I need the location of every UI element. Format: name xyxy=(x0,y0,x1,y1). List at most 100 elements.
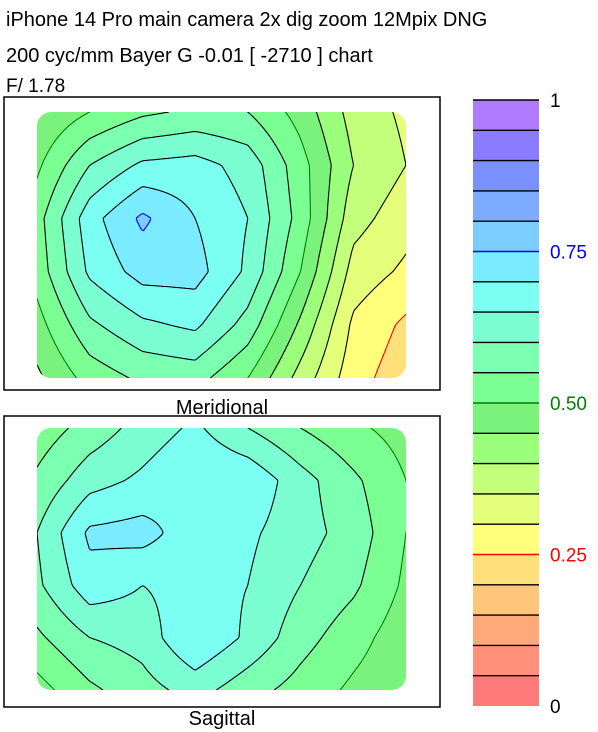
contour-cell xyxy=(205,130,209,134)
contour-cell xyxy=(322,139,326,143)
contour-cell xyxy=(49,232,53,236)
contour-cell xyxy=(295,208,299,212)
contour-cell xyxy=(235,205,239,209)
contour-cell xyxy=(109,160,113,164)
contour-cell xyxy=(103,187,107,191)
contour-cell xyxy=(349,133,353,137)
contour-cell xyxy=(118,127,122,131)
contour-cell xyxy=(358,205,362,209)
contour-cell xyxy=(304,187,308,191)
contour-cell xyxy=(352,205,356,209)
contour-cell xyxy=(277,133,281,137)
contour-cell xyxy=(358,172,362,176)
contour-cell xyxy=(115,121,119,125)
contour-cell xyxy=(106,178,110,182)
contour-cell xyxy=(358,184,362,188)
contour-cell xyxy=(76,205,80,209)
contour-cell xyxy=(193,127,197,131)
contour-cell xyxy=(49,190,53,194)
contour-cell xyxy=(241,184,245,188)
contour-cell xyxy=(259,190,263,194)
contour-cell xyxy=(64,214,68,218)
contour-cell xyxy=(343,193,347,197)
contour-cell xyxy=(355,202,359,206)
contour-cell xyxy=(187,163,191,167)
contour-cell xyxy=(205,229,209,233)
contour-cell xyxy=(145,187,149,191)
contour-cell xyxy=(289,193,293,197)
contour-cell xyxy=(268,208,272,212)
contour-cell xyxy=(229,172,233,176)
contour-cell xyxy=(331,133,335,137)
contour-cell xyxy=(271,136,275,140)
contour-cell xyxy=(358,214,362,218)
contour-cell xyxy=(277,226,281,230)
contour-cell xyxy=(262,157,266,161)
contour-cell xyxy=(142,178,146,182)
contour-cell xyxy=(400,127,404,131)
contour-cell xyxy=(127,160,131,164)
contour-cell xyxy=(76,151,80,155)
contour-cell xyxy=(82,220,86,224)
contour-cell xyxy=(118,205,122,209)
contour-cell xyxy=(289,133,293,137)
contour-cell xyxy=(187,166,191,170)
contour-cell xyxy=(217,190,221,194)
contour-cell xyxy=(283,124,287,128)
contour-cell xyxy=(313,130,317,134)
contour-cell xyxy=(271,133,275,137)
contour-cell xyxy=(115,187,119,191)
contour-cell xyxy=(355,169,359,173)
contour-cell xyxy=(142,154,146,158)
contour-cell xyxy=(166,208,170,212)
contour-cell xyxy=(283,112,287,116)
contour-cell xyxy=(241,220,245,224)
contour-cell xyxy=(313,136,317,140)
contour-cell xyxy=(193,175,197,179)
contour-cell xyxy=(379,199,383,203)
contour-cell xyxy=(112,184,116,188)
contour-cell xyxy=(184,214,188,218)
contour-cell xyxy=(220,190,224,194)
contour-cell xyxy=(187,232,191,236)
contour-cell xyxy=(169,151,173,155)
contour-cell xyxy=(298,190,302,194)
contour-cell xyxy=(277,124,281,128)
contour-cell xyxy=(280,214,284,218)
contour-cell xyxy=(97,163,101,167)
contour-cell xyxy=(106,121,110,125)
contour-cell xyxy=(169,130,173,134)
contour-cell xyxy=(130,160,134,164)
contour-cell xyxy=(352,190,356,194)
contour-cell xyxy=(157,223,161,227)
contour-cell xyxy=(337,205,341,209)
contour-cell xyxy=(376,121,380,125)
contour-cell xyxy=(64,205,68,209)
contour-cell xyxy=(397,166,401,170)
contour-cell xyxy=(115,214,119,218)
contour-cell xyxy=(220,196,224,200)
contour-cell xyxy=(70,190,74,194)
contour-cell xyxy=(247,112,251,116)
contour-cell xyxy=(226,121,230,125)
contour-cell xyxy=(307,208,311,212)
contour-cell xyxy=(298,148,302,152)
contour-cell xyxy=(175,166,179,170)
contour-cell xyxy=(175,223,179,227)
contour-cell xyxy=(148,196,152,200)
contour-cell xyxy=(214,202,218,206)
contour-cell xyxy=(79,172,83,176)
contour-cell xyxy=(373,166,377,170)
contour-cell xyxy=(373,130,377,134)
contour-cell xyxy=(289,148,293,152)
contour-cell xyxy=(373,190,377,194)
contour-cell xyxy=(124,226,128,230)
contour-cell xyxy=(202,139,206,143)
contour-cell xyxy=(229,193,233,197)
contour-cell xyxy=(337,190,341,194)
contour-cell xyxy=(196,163,200,167)
contour-cell xyxy=(64,202,68,206)
contour-cell xyxy=(223,139,227,143)
contour-cell xyxy=(286,166,290,170)
contour-cell xyxy=(364,157,368,161)
